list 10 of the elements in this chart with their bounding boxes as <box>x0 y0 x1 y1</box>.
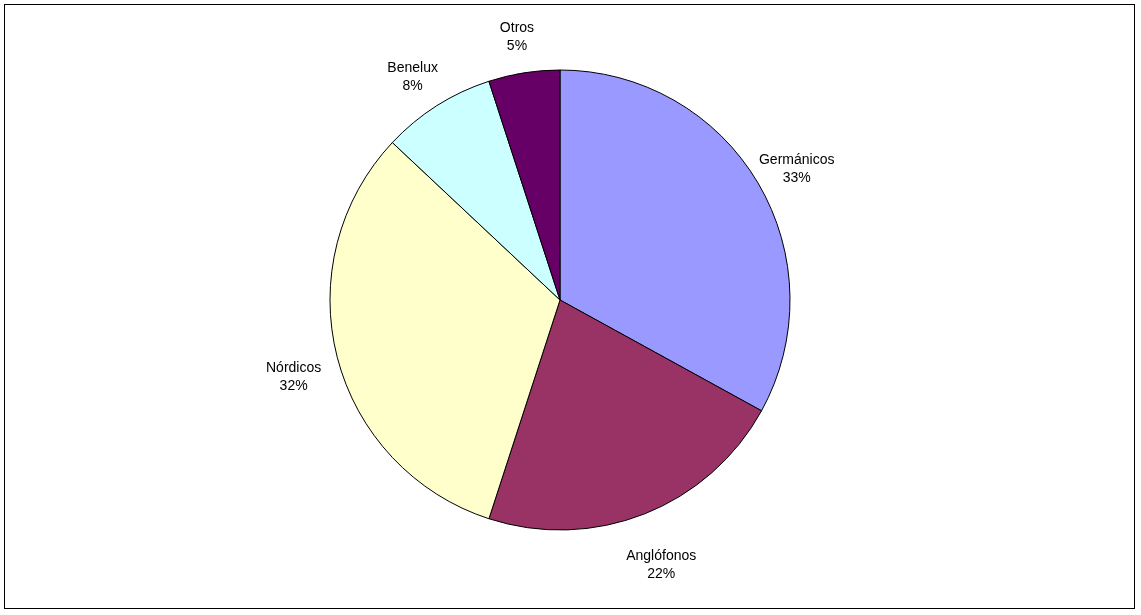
slice-label: Nórdicos <box>266 359 322 376</box>
data-label: 32% <box>279 377 308 394</box>
data-label: 22% <box>647 564 676 581</box>
data-label: 5% <box>506 37 528 54</box>
slice-label: Germánicos <box>758 151 835 168</box>
slice-label: Anglófonos <box>626 546 697 563</box>
slice-label: Benelux <box>387 58 438 75</box>
data-label: 8% <box>402 76 423 93</box>
data-label: 33% <box>782 169 811 186</box>
slice-label: Otros <box>499 19 535 36</box>
